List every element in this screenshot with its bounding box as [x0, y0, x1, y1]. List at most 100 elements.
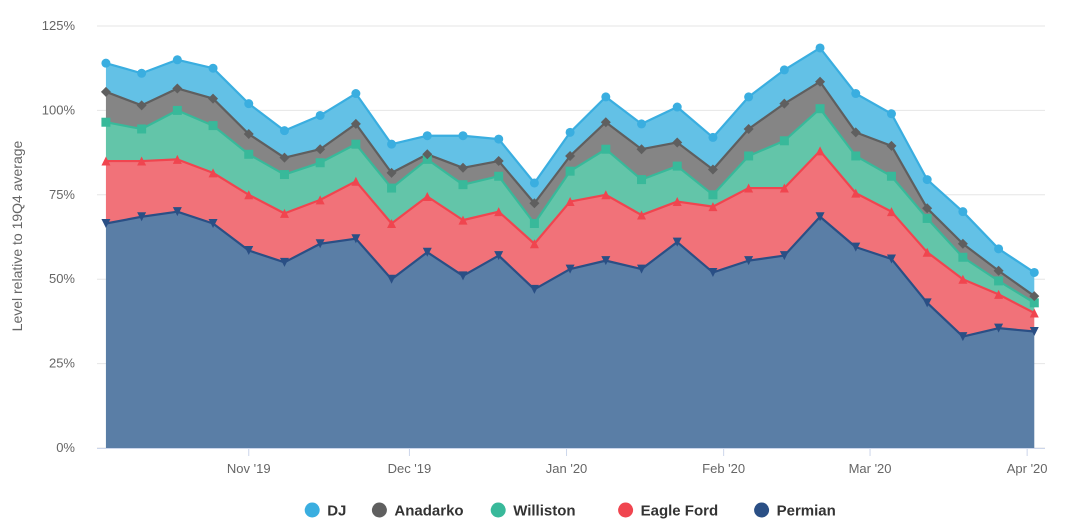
eagle-ford-point [851, 188, 861, 198]
eagle-ford-point [922, 247, 932, 257]
williston-point [886, 171, 896, 181]
eagle-ford-point [815, 146, 825, 156]
eagle-ford-point [351, 176, 361, 186]
williston-point [172, 105, 182, 115]
x-tick-label: Nov '19 [227, 461, 271, 476]
anadarko-point [529, 198, 540, 209]
eagle-ford-point [208, 168, 218, 178]
williston-point [565, 166, 575, 176]
anadarko-point [672, 137, 683, 148]
anadarko-point [707, 164, 718, 175]
permian-point [637, 264, 647, 274]
anadarko-point [1029, 291, 1040, 302]
eagle-ford-point [422, 191, 432, 201]
permian-point [708, 267, 718, 277]
x-tick-label: Jan '20 [546, 461, 588, 476]
series-markers [100, 43, 1040, 342]
legend-label: DJ [327, 503, 346, 520]
legend-swatch [754, 502, 770, 518]
eagle-ford-point [137, 156, 147, 166]
dj-point [172, 55, 182, 65]
permian-point [208, 218, 218, 228]
williston-point [601, 144, 611, 154]
x-tick-label: Mar '20 [849, 461, 892, 476]
y-tick-label: 50% [49, 271, 75, 286]
williston-point [137, 124, 147, 134]
williston-point [1029, 298, 1039, 308]
legend-item-dj[interactable]: DJ [304, 502, 347, 520]
williston-point [244, 149, 254, 159]
legend-swatch [490, 502, 506, 518]
dj-point [601, 92, 611, 102]
williston-point [458, 180, 468, 190]
williston-point [815, 104, 825, 114]
permian-point [351, 234, 361, 244]
eagle-ford-point [779, 183, 789, 193]
anadarko-point [100, 86, 111, 97]
williston-point [708, 190, 718, 200]
eagle-ford-point [172, 154, 182, 164]
anadarko-point [636, 144, 647, 155]
williston-point [779, 136, 789, 146]
legend-swatch [618, 502, 634, 518]
legend-item-anadarko[interactable]: Anadarko [371, 502, 464, 520]
x-tick-label: Feb '20 [702, 461, 745, 476]
eagle-ford-point [387, 218, 397, 228]
dj-point [458, 131, 468, 141]
williston-point [494, 171, 504, 181]
eagle-ford-point [529, 239, 539, 249]
anadarko-point [493, 156, 504, 167]
williston-point [351, 139, 361, 149]
anadarko-point [886, 140, 897, 151]
dj-point [101, 58, 111, 68]
dj-point [244, 99, 254, 109]
williston-point [315, 158, 325, 168]
legend-swatch [371, 502, 387, 518]
eagle-ford-point [1029, 308, 1039, 318]
anadarko-point [600, 117, 611, 128]
y-tick-label: 0% [56, 440, 75, 455]
williston-point [101, 117, 111, 127]
legend-item-williston[interactable]: Williston [490, 502, 576, 520]
legend[interactable]: DJ Anadarko Williston Eagle Ford Permian [304, 502, 836, 520]
permian-point [1029, 327, 1039, 337]
area-williston [105, 108, 1035, 313]
legend-item-permian[interactable]: Permian [754, 502, 836, 520]
williston-point [529, 218, 539, 228]
permian-point [565, 264, 575, 274]
legend-label: Williston [513, 503, 575, 520]
eagle-ford-point [494, 207, 504, 217]
anadarko-point [957, 238, 968, 249]
williston-point [279, 170, 289, 180]
dj-point [994, 244, 1004, 254]
permian-point [672, 237, 682, 247]
permian-point [744, 256, 754, 266]
permian-point [172, 207, 182, 217]
williston-point [744, 151, 754, 161]
permian-point [815, 212, 825, 222]
legend-item-eagle-ford[interactable]: Eagle Ford [618, 502, 718, 520]
permian-point [886, 254, 896, 264]
williston-point [922, 213, 932, 223]
anadarko-point [172, 83, 183, 94]
dj-point [137, 68, 147, 78]
permian-point [458, 271, 468, 281]
dj-point [529, 178, 539, 188]
area-eagle-ford [105, 150, 1035, 337]
eagle-ford-point [458, 215, 468, 225]
permian-point [529, 284, 539, 294]
eagle-ford-point [958, 274, 968, 284]
williston-point [637, 175, 647, 185]
anadarko-point [350, 118, 361, 129]
anadarko-point [565, 150, 576, 161]
permian-point [279, 257, 289, 267]
eagle-ford-point [315, 195, 325, 205]
eagle-ford-point [886, 207, 896, 217]
williston-point [422, 154, 432, 164]
dj-point [637, 119, 647, 129]
permian-point [851, 242, 861, 252]
permian-point [922, 298, 932, 308]
williston-point [387, 183, 397, 193]
